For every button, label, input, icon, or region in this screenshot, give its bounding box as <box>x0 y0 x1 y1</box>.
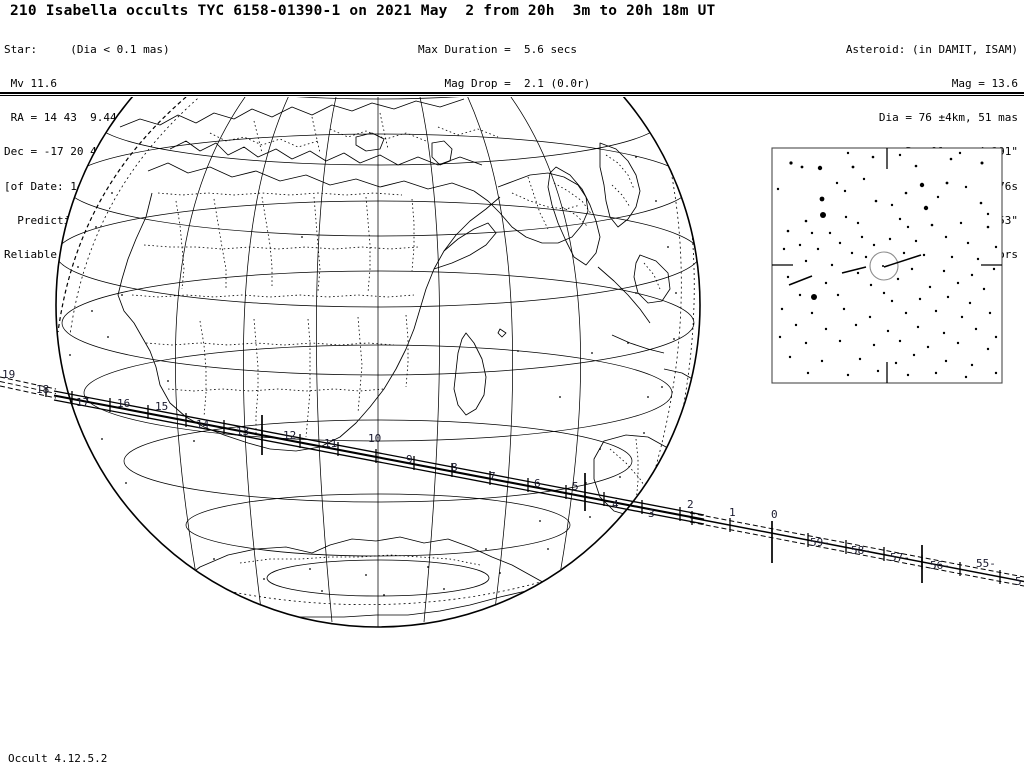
track-label: 16 <box>117 397 130 410</box>
star-field-inset <box>771 147 1003 384</box>
track-label: 12 <box>283 429 296 442</box>
event-info-line: Max Duration = 5.6 secs <box>418 42 577 56</box>
track-label: 8 <box>451 461 458 474</box>
track-label: 2 <box>687 498 694 511</box>
track-label: 11 <box>324 437 337 450</box>
track-label: 59- <box>810 536 830 549</box>
track-label: 5 <box>1015 575 1022 588</box>
track-label: 55- <box>976 557 996 570</box>
header-divider-lower <box>0 95 1024 96</box>
asteroid-info-line: Mag = 13.6 <box>951 77 1018 91</box>
track-major-ticks <box>261 415 773 563</box>
track-label: 7 <box>489 470 496 483</box>
track-label: 56- <box>930 559 950 572</box>
track-label: 4 <box>612 498 619 511</box>
track-label: 3 <box>648 507 655 520</box>
track-label: 15 <box>155 400 168 413</box>
track-label: 6 <box>534 477 541 490</box>
track-label: 5 <box>572 480 579 493</box>
track-label: 1 <box>729 506 736 519</box>
earth-globe <box>55 97 701 628</box>
terminator-arcs <box>57 97 695 605</box>
graticule-meridians <box>175 97 581 627</box>
track-label: 17 <box>76 396 89 409</box>
software-version: Occult 4.12.5.2 <box>8 752 108 765</box>
track-label: 58- <box>851 544 871 557</box>
track-label: 18 <box>36 383 49 396</box>
coastlines <box>117 98 700 618</box>
track-limit-lines <box>53 390 705 525</box>
header-panel: 210 Isabella occults TYC 6158-01390-1 on… <box>0 0 1024 261</box>
track-time-labels: 19 18 17 16 15 14 13 12 11 10 9 8 7 6 5 … <box>2 368 1022 588</box>
track-label: 9 <box>406 453 413 466</box>
track-extension-east <box>689 512 1024 587</box>
star-info-line: Star: (Dia < 0.1 mas) <box>4 42 170 56</box>
track-label: 13 <box>236 425 249 438</box>
star-field-fiducial-ticks <box>772 148 1002 383</box>
asteroid-info-line: Asteroid: (in DAMIT, ISAM) <box>845 42 1018 56</box>
track-extension-ticks <box>691 511 1001 584</box>
asteroid-info-line: Dia = 76 ±4km, 51 mas <box>878 111 1018 125</box>
country-borders <box>131 112 661 566</box>
header-divider-upper <box>0 92 1024 94</box>
event-info-line: Mag Drop = 2.1 (0.0r) <box>418 77 591 91</box>
field-stars <box>776 151 998 379</box>
track-label: 57- <box>890 551 910 564</box>
plot-area: 19 18 17 16 15 14 13 12 11 10 9 8 7 6 5 … <box>0 97 1024 768</box>
track-extension-west <box>0 376 57 399</box>
track-label: 14 <box>196 418 210 431</box>
track-label: 19 <box>2 368 15 381</box>
target-star-marker <box>869 251 899 281</box>
occultation-shadow-track <box>0 376 1024 587</box>
page-title: 210 Isabella occults TYC 6158-01390-1 on… <box>10 3 716 19</box>
track-label: 10 <box>368 432 381 445</box>
star-info-line: Mv 11.6 <box>4 77 57 91</box>
track-label: 0 <box>771 508 778 521</box>
asteroid-motion-vector <box>788 254 922 286</box>
